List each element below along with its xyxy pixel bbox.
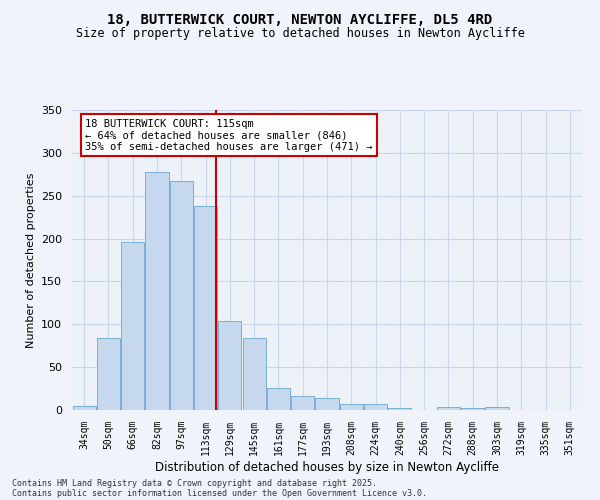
Bar <box>267 388 290 410</box>
Text: 18 BUTTERWICK COURT: 115sqm
← 64% of detached houses are smaller (846)
35% of se: 18 BUTTERWICK COURT: 115sqm ← 64% of det… <box>85 118 373 152</box>
Bar <box>316 398 338 410</box>
Bar <box>364 404 387 410</box>
Bar <box>485 408 509 410</box>
Bar <box>291 396 314 410</box>
Text: 18, BUTTERWICK COURT, NEWTON AYCLIFFE, DL5 4RD: 18, BUTTERWICK COURT, NEWTON AYCLIFFE, D… <box>107 12 493 26</box>
Text: Contains public sector information licensed under the Open Government Licence v3: Contains public sector information licen… <box>12 488 427 498</box>
Bar <box>388 408 412 410</box>
Bar <box>437 408 460 410</box>
Bar <box>170 181 193 410</box>
Bar <box>73 406 95 410</box>
Bar <box>461 408 484 410</box>
Bar <box>340 404 363 410</box>
Bar <box>121 242 144 410</box>
Bar <box>194 206 217 410</box>
X-axis label: Distribution of detached houses by size in Newton Aycliffe: Distribution of detached houses by size … <box>155 460 499 473</box>
Y-axis label: Number of detached properties: Number of detached properties <box>26 172 35 348</box>
Bar <box>145 172 169 410</box>
Bar <box>97 338 120 410</box>
Bar <box>218 321 241 410</box>
Text: Contains HM Land Registry data © Crown copyright and database right 2025.: Contains HM Land Registry data © Crown c… <box>12 478 377 488</box>
Text: Size of property relative to detached houses in Newton Aycliffe: Size of property relative to detached ho… <box>76 28 524 40</box>
Bar <box>242 338 266 410</box>
